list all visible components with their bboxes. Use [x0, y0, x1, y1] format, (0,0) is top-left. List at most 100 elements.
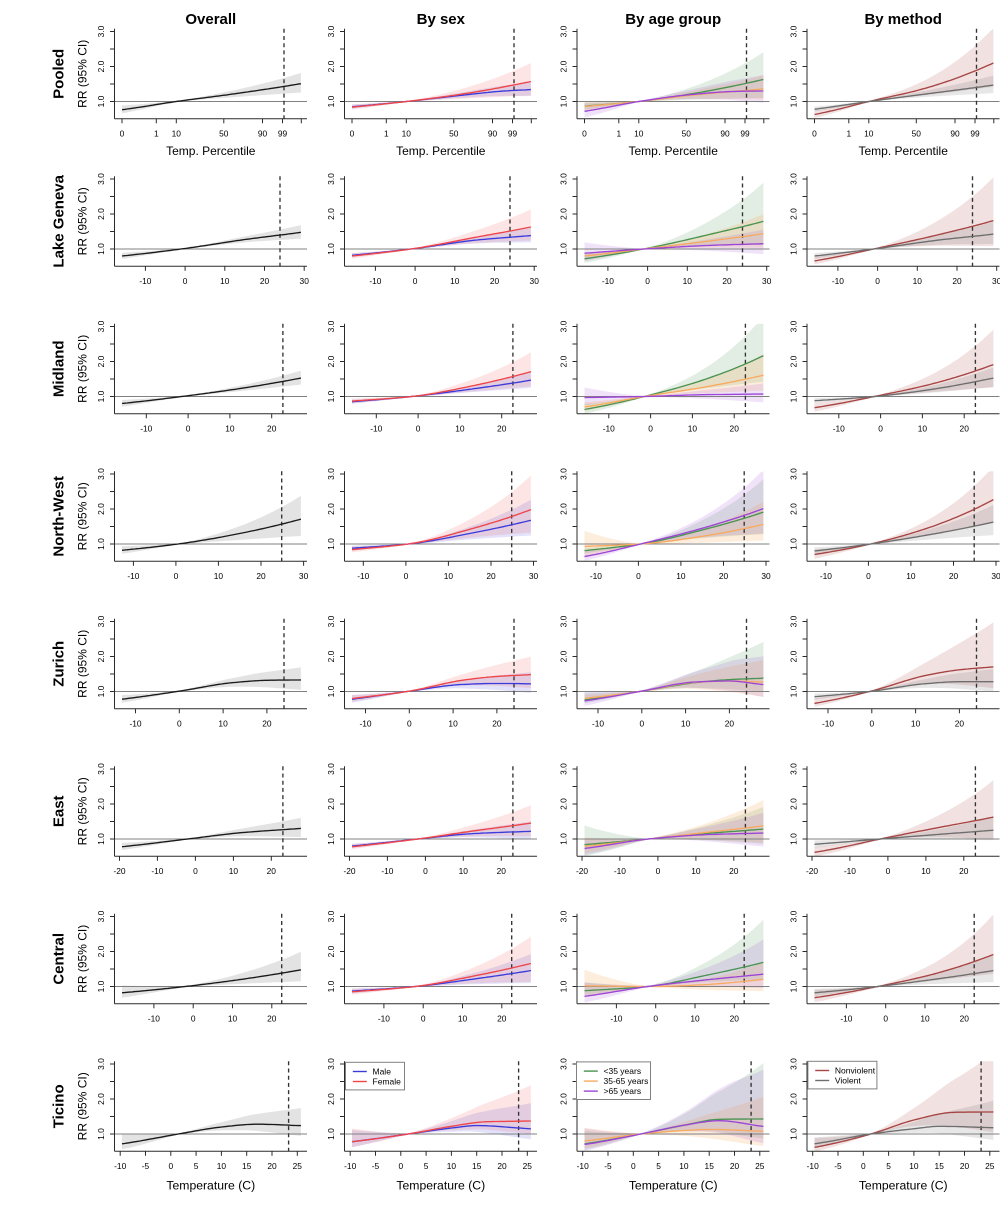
svg-text:-10: -10 [140, 424, 152, 434]
svg-text:10: 10 [459, 866, 469, 876]
svg-text:1.0: 1.0 [326, 1128, 336, 1140]
svg-text:By sex: By sex [417, 11, 466, 28]
svg-text:RR (95% CI): RR (95% CI) [76, 40, 90, 108]
svg-text:-5: -5 [142, 1161, 150, 1171]
svg-text:0: 0 [636, 571, 641, 581]
svg-text:20: 20 [267, 1014, 277, 1024]
svg-text:3.0: 3.0 [326, 468, 336, 480]
svg-text:90: 90 [488, 129, 498, 139]
svg-text:Violent: Violent [835, 1076, 861, 1086]
svg-text:RR (95% CI): RR (95% CI) [76, 925, 90, 993]
svg-text:Zurich: Zurich [50, 641, 67, 687]
svg-text:20: 20 [497, 1161, 507, 1171]
svg-text:-5: -5 [372, 1161, 380, 1171]
svg-text:1.0: 1.0 [788, 685, 798, 697]
svg-text:3.0: 3.0 [558, 615, 568, 627]
svg-text:20: 20 [267, 866, 277, 876]
svg-text:1: 1 [384, 129, 389, 139]
svg-text:2.0: 2.0 [96, 355, 106, 367]
svg-text:10: 10 [228, 1014, 238, 1024]
svg-text:1.0: 1.0 [96, 685, 106, 697]
svg-text:1.0: 1.0 [96, 95, 106, 107]
svg-text:-10: -10 [378, 1014, 390, 1024]
svg-text:0: 0 [582, 129, 587, 139]
svg-text:10: 10 [691, 866, 701, 876]
svg-text:Temp. Percentile: Temp. Percentile [629, 144, 719, 158]
svg-text:-10: -10 [359, 719, 371, 729]
svg-text:20: 20 [719, 571, 729, 581]
svg-text:3.0: 3.0 [788, 615, 798, 627]
svg-text:0: 0 [416, 424, 421, 434]
svg-text:3.0: 3.0 [326, 173, 336, 185]
svg-text:2.0: 2.0 [326, 1093, 336, 1105]
svg-text:1.0: 1.0 [788, 95, 798, 107]
svg-text:20: 20 [730, 1014, 740, 1024]
svg-text:3.0: 3.0 [788, 910, 798, 922]
svg-text:3.0: 3.0 [96, 320, 106, 332]
svg-text:-10: -10 [602, 276, 614, 286]
svg-text:20: 20 [497, 1014, 507, 1024]
svg-text:-10: -10 [833, 424, 845, 434]
svg-text:3.0: 3.0 [96, 25, 106, 37]
svg-text:2.0: 2.0 [788, 355, 798, 367]
svg-text:20: 20 [497, 424, 507, 434]
svg-text:10: 10 [676, 571, 686, 581]
svg-text:10: 10 [458, 1014, 468, 1024]
svg-text:0: 0 [861, 1161, 866, 1171]
svg-text:0: 0 [869, 719, 874, 729]
svg-text:0: 0 [398, 1161, 403, 1171]
svg-text:1.0: 1.0 [96, 833, 106, 845]
svg-text:5: 5 [656, 1161, 661, 1171]
svg-text:10: 10 [920, 1014, 930, 1024]
svg-text:20: 20 [960, 1161, 970, 1171]
svg-text:2.0: 2.0 [96, 945, 106, 957]
svg-text:10: 10 [906, 571, 916, 581]
svg-text:0: 0 [866, 571, 871, 581]
svg-text:10: 10 [444, 571, 454, 581]
svg-text:By method: By method [864, 11, 942, 28]
svg-text:Ticino: Ticino [50, 1084, 67, 1128]
svg-text:Temperature (C): Temperature (C) [396, 1179, 485, 1193]
svg-text:1: 1 [616, 129, 621, 139]
svg-text:10: 10 [911, 719, 921, 729]
svg-text:-10: -10 [822, 719, 834, 729]
svg-text:25: 25 [523, 1161, 533, 1171]
svg-text:30: 30 [991, 571, 1000, 581]
svg-text:3.0: 3.0 [326, 763, 336, 775]
svg-text:0: 0 [350, 129, 355, 139]
svg-text:0: 0 [120, 129, 125, 139]
svg-text:15: 15 [242, 1161, 252, 1171]
svg-text:-20: -20 [576, 866, 588, 876]
svg-text:3.0: 3.0 [558, 763, 568, 775]
svg-text:-10: -10 [577, 1161, 589, 1171]
svg-text:0: 0 [648, 424, 653, 434]
svg-text:Overall: Overall [185, 11, 236, 28]
svg-text:-10: -10 [844, 866, 856, 876]
svg-text:2.0: 2.0 [96, 798, 106, 810]
svg-text:20: 20 [256, 571, 266, 581]
svg-text:1.0: 1.0 [96, 980, 106, 992]
svg-text:20: 20 [260, 276, 270, 286]
svg-text:10: 10 [690, 1014, 700, 1024]
svg-text:2.0: 2.0 [558, 60, 568, 72]
svg-text:Lake Geneva: Lake Geneva [50, 174, 67, 267]
svg-text:2.0: 2.0 [788, 650, 798, 662]
svg-text:25: 25 [755, 1161, 765, 1171]
svg-text:99: 99 [970, 129, 980, 139]
svg-text:10: 10 [679, 1161, 689, 1171]
svg-text:20: 20 [262, 719, 272, 729]
svg-text:1.0: 1.0 [558, 980, 568, 992]
svg-text:0: 0 [886, 866, 891, 876]
svg-text:-10: -10 [840, 1014, 852, 1024]
svg-text:2.0: 2.0 [558, 798, 568, 810]
svg-text:20: 20 [490, 276, 500, 286]
svg-text:10: 10 [447, 1161, 457, 1171]
svg-text:Nonviolent: Nonviolent [835, 1066, 876, 1076]
svg-text:1: 1 [846, 129, 851, 139]
svg-text:1.0: 1.0 [326, 390, 336, 402]
svg-text:3.0: 3.0 [788, 173, 798, 185]
svg-text:30: 30 [530, 276, 540, 286]
svg-text:30: 30 [529, 571, 539, 581]
svg-text:3.0: 3.0 [96, 173, 106, 185]
svg-text:10: 10 [681, 719, 691, 729]
